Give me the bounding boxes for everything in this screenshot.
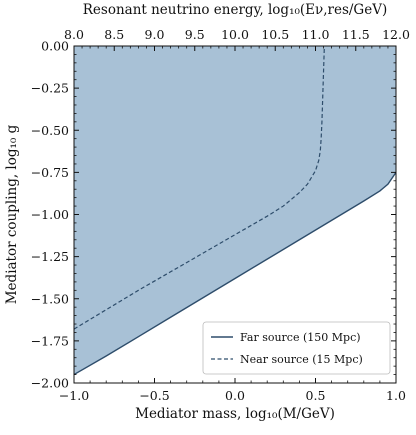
y-tick-label: −1.25 [31, 249, 69, 264]
excluded-region-fill [74, 46, 396, 375]
near-source-line [73, 45, 325, 330]
y-tick-label: −0.75 [31, 165, 69, 180]
far-source-line [73, 171, 397, 376]
x-tick-label: −0.5 [139, 388, 169, 403]
y-tick-label: −1.00 [31, 207, 69, 222]
y-tick-label: −0.50 [31, 123, 69, 138]
x-axis-title: Mediator mass, log₁₀(M/GeV) [135, 406, 335, 422]
x2-tick-label: 9.5 [185, 27, 205, 42]
x2-tick-label: 11.5 [342, 27, 370, 42]
x-axis-top-title: Resonant neutrino energy, log₁₀(Eν,res/G… [83, 2, 387, 18]
y-tick-label: 0.00 [41, 39, 69, 54]
x-axis-bottom-ticks: −1.0 −0.5 0.0 0.5 1.0 [59, 378, 406, 403]
x-axis-top-ticks: 8.0 8.5 9.0 9.5 10.0 10.5 11.0 11.5 12.0 [64, 27, 410, 51]
y-tick-label: −2.00 [31, 376, 69, 391]
x2-tick-label: 10.5 [261, 27, 289, 42]
x2-tick-label: 12.0 [382, 27, 410, 42]
legend-label-far-source: Far source (150 Mpc) [240, 331, 361, 344]
x-tick-label: −1.0 [59, 388, 89, 403]
x-tick-label: 1.0 [386, 388, 406, 403]
x2-tick-label: 10.0 [221, 27, 249, 42]
y-tick-label: −1.50 [31, 291, 69, 306]
y-tick-label: −1.75 [31, 333, 69, 348]
legend-label-near-source: Near source (15 Mpc) [240, 353, 363, 366]
x2-tick-label: 8.5 [104, 27, 124, 42]
x2-tick-label: 8.0 [64, 27, 84, 42]
x-tick-label: 0.0 [225, 388, 245, 403]
legend-box [202, 321, 391, 375]
y-axis-left-ticks: 0.00 −0.25 −0.50 −0.75 −1.00 −1.25 −1.50 −1.75 −… [31, 39, 79, 391]
x-tick-label: 0.5 [306, 388, 326, 403]
x2-tick-label: 9.0 [145, 27, 165, 42]
legend: Far source (150 Mpc) Near source (15 Mpc… [202, 321, 391, 375]
plot-frame [73, 45, 397, 384]
x2-tick-label: 11.0 [302, 27, 330, 42]
y-tick-label: −0.25 [31, 81, 69, 96]
y-axis-title: Mediator coupling, log₁₀ g [4, 124, 20, 304]
